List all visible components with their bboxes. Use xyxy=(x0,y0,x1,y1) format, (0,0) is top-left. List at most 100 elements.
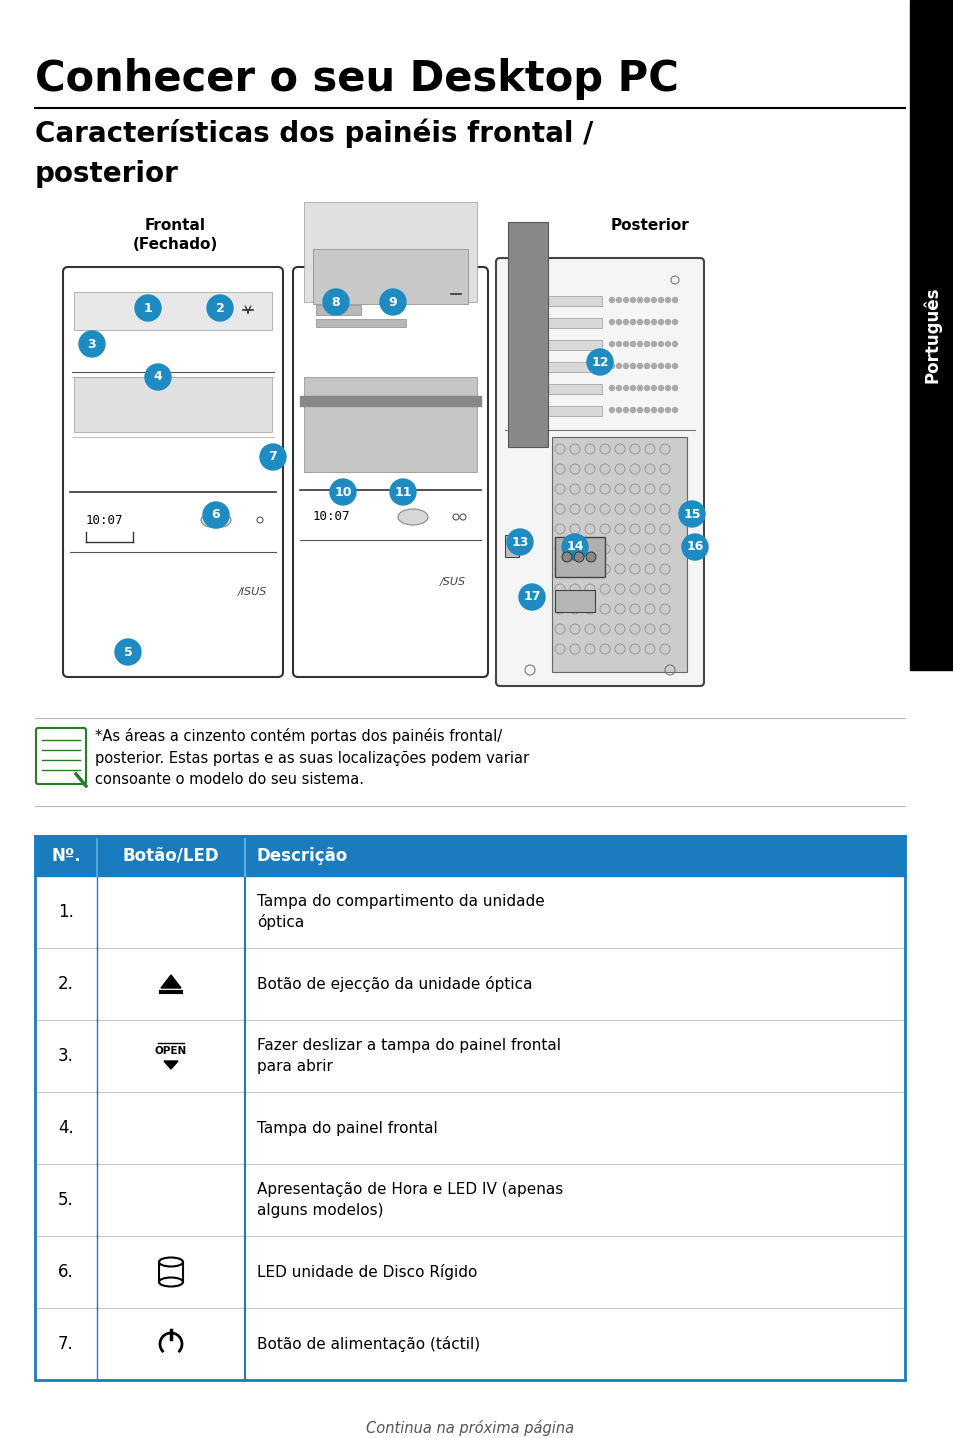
Text: 10:07: 10:07 xyxy=(313,510,350,523)
Bar xyxy=(512,339,601,349)
Text: Frontal
(Fechado): Frontal (Fechado) xyxy=(132,219,217,252)
Circle shape xyxy=(260,444,286,470)
Text: 7: 7 xyxy=(269,450,277,463)
Bar xyxy=(35,835,904,1380)
Text: 12: 12 xyxy=(591,355,608,368)
Text: Continua na próxima página: Continua na próxima página xyxy=(366,1419,574,1437)
Text: Posterior: Posterior xyxy=(610,219,689,233)
Text: 6: 6 xyxy=(212,509,220,522)
Text: 11: 11 xyxy=(394,486,412,499)
Circle shape xyxy=(623,298,628,302)
Text: /SUS: /SUS xyxy=(439,577,466,587)
Text: 17: 17 xyxy=(522,591,540,604)
Text: Português: Português xyxy=(922,286,941,384)
Circle shape xyxy=(623,341,628,347)
Circle shape xyxy=(658,364,662,368)
Circle shape xyxy=(630,385,635,391)
Text: 15: 15 xyxy=(682,508,700,521)
Circle shape xyxy=(630,407,635,413)
Text: 13: 13 xyxy=(511,535,528,548)
Circle shape xyxy=(135,295,161,321)
Bar xyxy=(304,201,476,302)
Circle shape xyxy=(672,319,677,325)
Bar xyxy=(512,384,601,394)
Polygon shape xyxy=(164,1061,178,1068)
Text: Botão de alimentação (táctil): Botão de alimentação (táctil) xyxy=(256,1336,479,1352)
Text: Nº.: Nº. xyxy=(51,847,81,866)
Circle shape xyxy=(651,385,656,391)
Bar xyxy=(35,1237,904,1309)
Text: 10: 10 xyxy=(334,486,352,499)
Text: Descrição: Descrição xyxy=(256,847,348,866)
FancyBboxPatch shape xyxy=(63,267,283,677)
Circle shape xyxy=(616,341,620,347)
Circle shape xyxy=(665,298,670,302)
Bar xyxy=(35,1309,904,1380)
Bar xyxy=(504,535,518,557)
Circle shape xyxy=(616,319,620,325)
Bar xyxy=(35,1091,904,1163)
Text: 3: 3 xyxy=(88,338,96,351)
Circle shape xyxy=(644,407,649,413)
Circle shape xyxy=(145,364,171,390)
Circle shape xyxy=(665,341,670,347)
Circle shape xyxy=(574,552,583,562)
Bar xyxy=(74,377,272,431)
Bar xyxy=(555,590,595,613)
Text: 10:07: 10:07 xyxy=(86,513,123,526)
Circle shape xyxy=(672,407,677,413)
Circle shape xyxy=(323,289,349,315)
Text: Frontal
(Aberto): Frontal (Aberto) xyxy=(354,219,426,252)
Text: 2.: 2. xyxy=(58,975,74,994)
Circle shape xyxy=(644,341,649,347)
FancyBboxPatch shape xyxy=(293,267,488,677)
Circle shape xyxy=(651,319,656,325)
Text: Fazer deslizar a tampa do painel frontal
para abrir: Fazer deslizar a tampa do painel frontal… xyxy=(256,1038,560,1074)
Text: OPEN: OPEN xyxy=(154,1045,187,1055)
Text: 4.: 4. xyxy=(58,1119,73,1137)
Text: 5: 5 xyxy=(124,646,132,659)
Circle shape xyxy=(623,407,628,413)
Bar xyxy=(299,395,480,406)
Circle shape xyxy=(379,289,406,315)
Circle shape xyxy=(658,319,662,325)
Circle shape xyxy=(644,319,649,325)
Bar xyxy=(35,948,904,1020)
Circle shape xyxy=(616,385,620,391)
Text: Conhecer o seu Desktop PC: Conhecer o seu Desktop PC xyxy=(35,58,679,101)
Bar xyxy=(35,1163,904,1237)
Bar xyxy=(552,437,686,672)
Bar xyxy=(512,362,601,372)
Text: LED unidade de Disco Rígido: LED unidade de Disco Rígido xyxy=(256,1264,476,1280)
Circle shape xyxy=(651,298,656,302)
Circle shape xyxy=(672,385,677,391)
Circle shape xyxy=(637,364,641,368)
Bar xyxy=(315,319,406,326)
Circle shape xyxy=(658,385,662,391)
Circle shape xyxy=(637,407,641,413)
Text: 1: 1 xyxy=(144,302,152,315)
Circle shape xyxy=(561,533,587,559)
Circle shape xyxy=(115,638,141,664)
FancyBboxPatch shape xyxy=(496,257,703,686)
Circle shape xyxy=(665,407,670,413)
Circle shape xyxy=(609,341,614,347)
Text: 16: 16 xyxy=(685,541,703,554)
Circle shape xyxy=(658,341,662,347)
Circle shape xyxy=(630,319,635,325)
Bar xyxy=(35,1020,904,1091)
Circle shape xyxy=(665,364,670,368)
Circle shape xyxy=(609,364,614,368)
Ellipse shape xyxy=(397,509,428,525)
Circle shape xyxy=(665,385,670,391)
Text: 4: 4 xyxy=(153,371,162,384)
Bar xyxy=(507,221,547,447)
Circle shape xyxy=(623,364,628,368)
Circle shape xyxy=(623,385,628,391)
Circle shape xyxy=(644,364,649,368)
Text: 7.: 7. xyxy=(58,1334,73,1353)
Bar xyxy=(512,406,601,416)
Bar xyxy=(35,835,904,876)
Circle shape xyxy=(616,364,620,368)
Text: 14: 14 xyxy=(566,541,583,554)
